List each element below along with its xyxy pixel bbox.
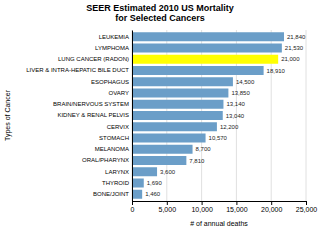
x-tick: 15,000 <box>226 201 248 213</box>
data-label: 1,690 <box>147 180 163 186</box>
y-tick-label: LEUKEMIA <box>99 34 129 40</box>
y-tick: BONE/JOINT <box>93 191 129 197</box>
y-tick-label: LYMPHOMA <box>95 45 129 51</box>
x-tick-mark <box>306 201 307 205</box>
x-tick-label: 15,000 <box>226 206 248 213</box>
x-tick: 5,000 <box>159 201 177 213</box>
y-axis-line <box>132 31 133 202</box>
x-tick-mark <box>167 201 168 205</box>
bar <box>132 44 282 53</box>
x-tick: 0 <box>131 201 135 213</box>
y-tick-label: OVARY <box>109 90 129 96</box>
plot: 0 5,000 10,000 15,000 20,000 25,000 BONE/JOINT… <box>26 30 317 213</box>
data-label: 7,810 <box>189 158 205 164</box>
data-label: 21,840 <box>287 34 306 40</box>
data-label: 14,500 <box>236 79 255 85</box>
x-axis-title: # of annual deaths <box>190 220 248 227</box>
y-tick: ORAL/PHARYNX <box>82 157 129 163</box>
chart: 0 5,000 10,000 15,000 20,000 25,000 BONE/JOINT… <box>0 0 320 231</box>
bar <box>132 145 193 154</box>
y-tick-label: BRAIN/NERVOUS SYSTEM <box>53 101 129 107</box>
bars <box>132 32 284 199</box>
grid-line <box>132 30 133 201</box>
y-tick: LUNG CANCER (RADON) <box>58 56 129 62</box>
data-label: 8,700 <box>196 146 212 152</box>
bar <box>132 179 144 188</box>
x-tick-label: 20,000 <box>261 206 283 213</box>
y-tick: LARYNX <box>105 169 129 175</box>
y-tick: LEUKEMIA <box>99 34 129 40</box>
y-tick-label: STOMACH <box>99 135 129 141</box>
y-tick-label: MELANOMA <box>95 146 129 152</box>
y-tick-label: ESOPHAGUS <box>91 79 129 85</box>
x-tick-label: 25,000 <box>296 206 318 213</box>
x-tick-mark <box>132 201 133 205</box>
y-tick: MELANOMA <box>95 146 129 152</box>
y-tick-label: KIDNEY & RENAL PELVIS <box>57 112 129 118</box>
data-label: 21,000 <box>281 56 300 62</box>
data-label: 18,910 <box>267 68 286 74</box>
bar <box>132 122 217 131</box>
y-tick: KIDNEY & RENAL PELVIS <box>57 112 129 118</box>
bar <box>132 32 284 41</box>
bar <box>132 55 278 64</box>
bar <box>132 156 186 165</box>
y-tick: LIVER & INTRA-HEPATIC BILE DUCT <box>26 67 129 73</box>
y-tick-label: LARYNX <box>105 169 129 175</box>
data-label: 1,460 <box>145 191 161 197</box>
y-axis: BONE/JOINT THYROID LARYNX ORAL/PHARYNX MELAN… <box>26 31 132 202</box>
grid <box>132 30 306 201</box>
y-tick-label: BONE/JOINT <box>93 191 129 197</box>
data-label: 3,600 <box>160 169 176 175</box>
grid-line <box>306 30 307 201</box>
y-tick-label: ORAL/PHARYNX <box>82 157 129 163</box>
data-label: 10,570 <box>209 135 228 141</box>
x-tick: 25,000 <box>296 201 318 213</box>
y-tick-label: THYROID <box>102 180 130 186</box>
bar <box>132 190 142 199</box>
x-tick-label: 5,000 <box>159 206 177 213</box>
x-tick-mark <box>236 201 237 205</box>
data-label: 13,850 <box>231 90 250 96</box>
bar <box>132 89 228 98</box>
y-tick: THYROID <box>102 180 130 186</box>
y-tick: STOMACH <box>99 135 129 141</box>
data-label: 21,530 <box>285 45 304 51</box>
bar <box>132 111 223 120</box>
x-tick-label: 0 <box>131 206 135 213</box>
x-tick-mark <box>202 201 203 205</box>
title: SEER Estimated 2010 US Mortalityfor Sele… <box>86 3 234 23</box>
y-tick: ESOPHAGUS <box>91 79 129 85</box>
data-labels: 1,460 1,690 3,600 7,810 8,700 10,570 12,200 13,… <box>145 34 306 198</box>
y-tick: OVARY <box>109 90 129 96</box>
y-tick: LYMPHOMA <box>95 45 129 51</box>
y-tick-label: LIVER & INTRA-HEPATIC BILE DUCT <box>26 67 129 73</box>
y-tick: BRAIN/NERVOUS SYSTEM <box>53 101 129 107</box>
y-tick: CERVIX <box>107 124 129 130</box>
x-tick: 20,000 <box>261 201 283 213</box>
y-tick-label: CERVIX <box>107 124 129 130</box>
x-tick-mark <box>271 201 272 205</box>
data-label: 13,040 <box>226 113 245 119</box>
x-axis-line <box>133 202 307 206</box>
bar <box>132 77 233 86</box>
data-label: 12,200 <box>220 124 239 130</box>
x-tick: 10,000 <box>191 201 213 213</box>
bar <box>132 66 264 75</box>
y-axis-title: Types of Cancer <box>4 89 12 141</box>
x-axis: 0 5,000 10,000 15,000 20,000 25,000 <box>131 201 318 213</box>
x-tick-label: 10,000 <box>191 206 213 213</box>
data-label: 13,140 <box>226 101 245 107</box>
bar <box>132 167 157 176</box>
bar <box>132 134 206 143</box>
y-tick-label: LUNG CANCER (RADON) <box>58 56 129 62</box>
bar <box>132 100 223 109</box>
